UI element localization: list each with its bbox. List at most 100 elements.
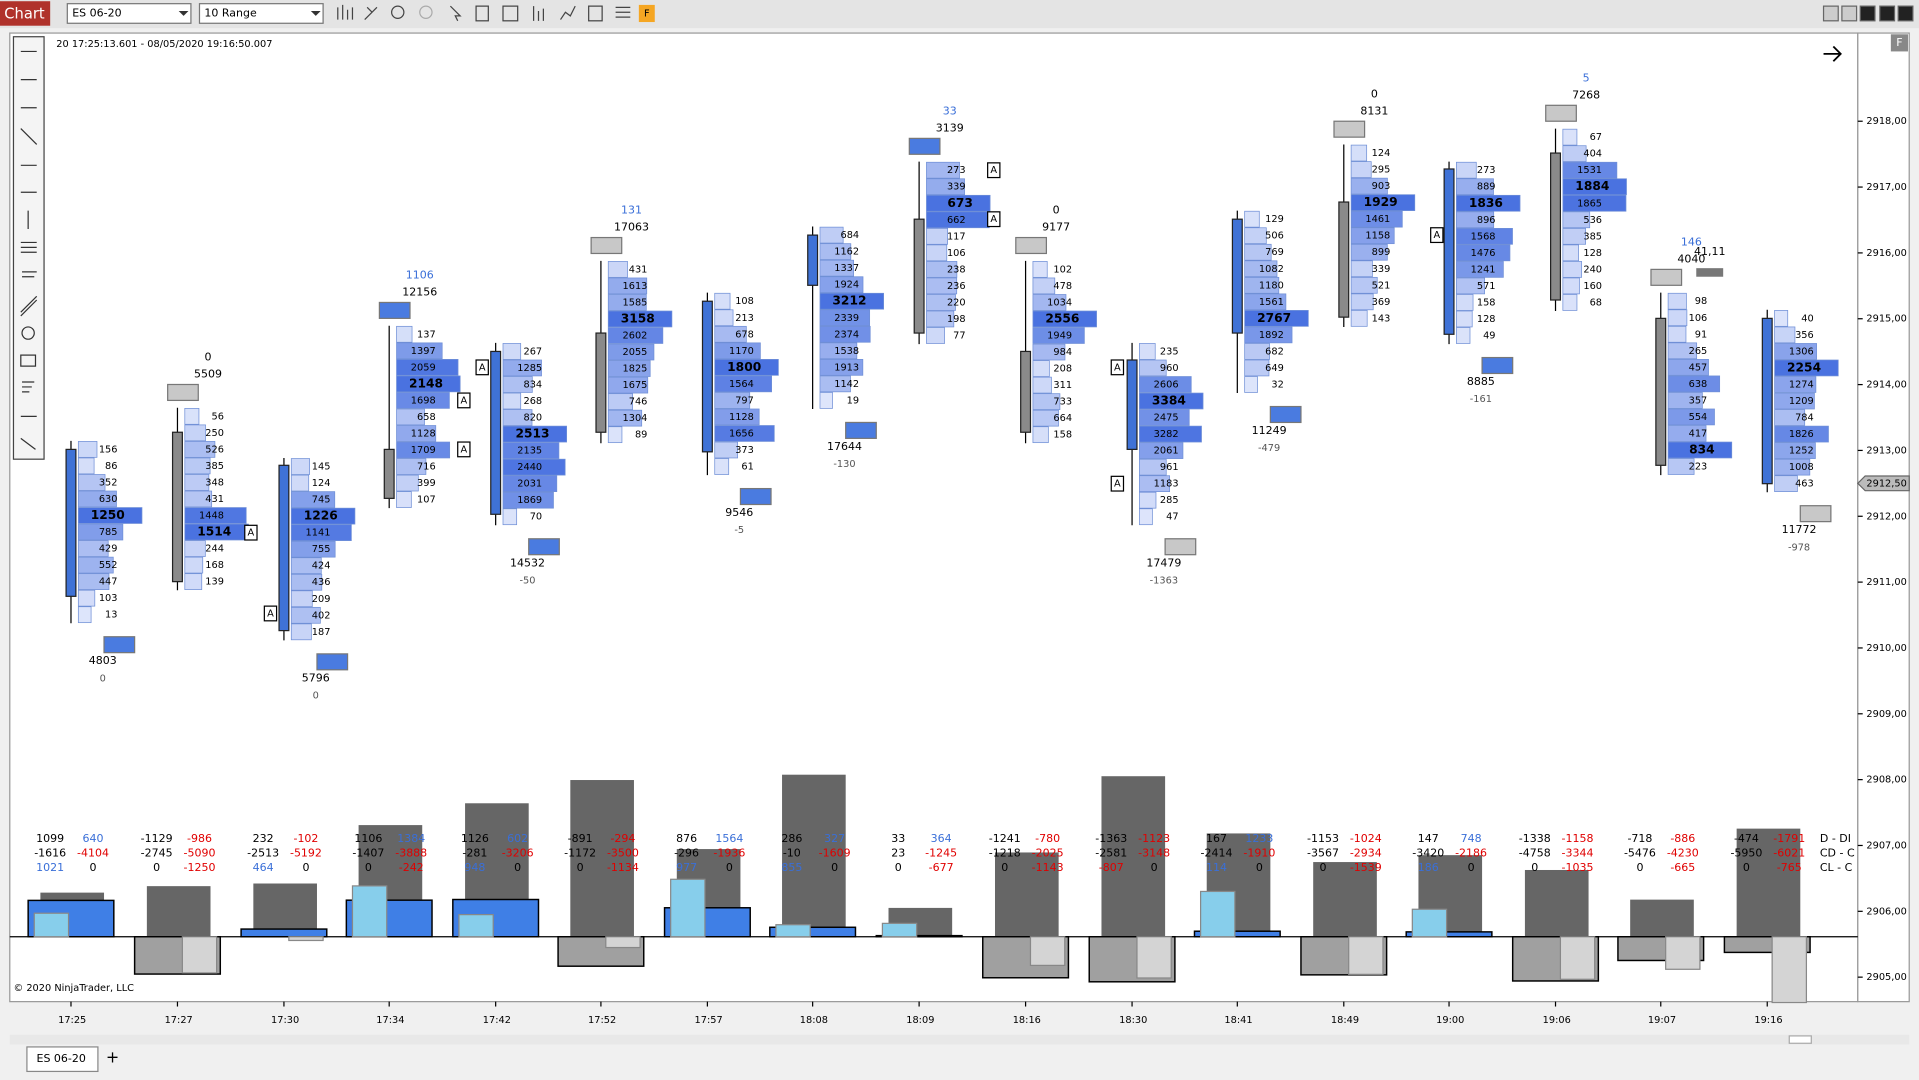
f-icon[interactable] [638,4,655,23]
volume-bar [1630,899,1694,937]
scroll-arrow[interactable] [1823,45,1842,62]
delta-stat: -677 [929,861,954,874]
volume-value: 1892 [1259,330,1284,341]
marker-label: A [1433,230,1440,241]
delta-stat: -1338 [1519,832,1551,845]
volume-value: 1306 [1789,346,1814,357]
volume-value: 108 [735,296,754,307]
candle-body [1126,359,1138,450]
head-delta: 0 [205,351,212,364]
volume-cell [819,276,864,294]
head-volume: 9177 [1042,221,1070,234]
volume-value: 785 [99,527,118,538]
volume-bar [253,883,317,937]
volume-cell [1562,161,1618,179]
volume-value: 68 [1590,297,1602,308]
volume-value: 984 [1053,347,1072,358]
volume-cell [290,524,352,541]
scrollbar[interactable] [9,1034,1910,1045]
delta-stat: 0 [90,861,97,874]
volume-value: 47 [1166,512,1178,523]
volume-value: 678 [735,329,754,340]
tab-add[interactable]: + [106,1047,119,1066]
volume-value: 168 [205,560,224,571]
volume-value: 32 [1271,379,1283,390]
volume-cell [607,409,643,427]
candle-body [701,300,713,453]
delta-stat: 1233 [1245,832,1273,845]
volume-value: 1825 [623,364,648,375]
marker-label: A [990,214,997,225]
head-box [1333,120,1366,138]
drawing-tools[interactable] [20,50,38,450]
instrument-select[interactable] [66,3,192,24]
delta-sub-box [670,878,706,938]
volume-value: 356 [1795,330,1814,341]
volume-cell [926,294,956,311]
foot-delta: -130 [833,459,855,470]
volume-cell [1667,292,1687,310]
scroll-thumb[interactable] [1788,1035,1812,1044]
volume-value: 896 [1477,215,1496,226]
delta-stat: -986 [187,832,212,845]
head-volume: 8131 [1360,104,1388,117]
delta-sub-box [181,936,218,974]
volume-cell [1456,327,1471,344]
volume-value: 684 [840,230,859,241]
volume-value: 889 [1477,182,1496,193]
volume-value: 554 [1689,412,1708,423]
volume-cell [77,507,143,524]
volume-cell [1350,310,1368,327]
marker-label: A [248,528,255,539]
delta-stat: -1407 [352,846,384,859]
volume-value: 429 [99,544,118,555]
candle-body [1338,201,1350,318]
tab[interactable] [26,1046,99,1073]
volume-cell [714,408,760,426]
foot-delta: -479 [1258,443,1280,454]
marker-label: A [1114,479,1121,490]
volume-cell [607,426,623,444]
volume-value: 784 [1795,413,1814,424]
volume-cell [1562,261,1583,278]
price-label: 2916,00 [1866,248,1906,259]
volume-value: 1285 [517,363,542,374]
panel-button[interactable] [1890,34,1908,52]
volume-cell [1350,144,1368,162]
volume-cell [714,359,779,376]
delta-stat: 0 [831,861,838,874]
volume-value: 820 [523,413,542,424]
candle-body [65,448,77,597]
marker-label: A [1114,362,1121,373]
volume-cell [184,540,206,557]
volume-value: 213 [735,313,754,324]
delta-stat: 23 [891,846,905,859]
volume-value: 404 [1583,149,1602,160]
volume-cell [1667,375,1721,393]
toolbar-icons[interactable] [337,4,631,22]
volume-value: 295 [1372,165,1391,176]
volume-cell [1456,194,1521,212]
volume-cell [1774,409,1806,426]
volume-value: 630 [99,494,118,505]
volume-value: 158 [1053,430,1072,441]
volume-cell [502,376,533,393]
delta-sub-box [1348,936,1384,975]
chart-button[interactable] [0,1,51,26]
volume-cell [1032,294,1067,311]
delta-stat: -281 [462,846,487,859]
volume-value: 49 [1483,331,1495,342]
volume-cell [184,556,204,574]
volume-cell [184,573,203,590]
volume-cell [1244,310,1309,327]
delta-stat: -1245 [925,846,957,859]
bartype-select[interactable] [198,3,324,24]
volume-cell [290,474,310,492]
window-buttons[interactable] [1822,5,1914,22]
volume-value: 1183 [1154,479,1179,490]
volume-value: 128 [1477,314,1496,325]
volume-cell [77,474,106,491]
volume-cell [1139,442,1184,459]
volume-cell [396,441,451,459]
volume-cell [290,623,312,641]
